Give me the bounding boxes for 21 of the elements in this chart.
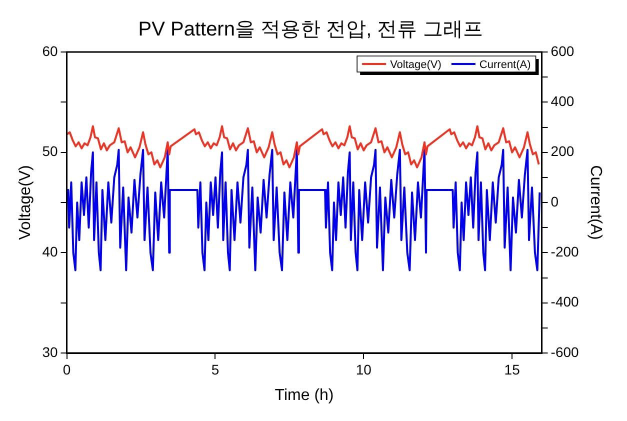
x-tick-label: 10	[356, 361, 372, 378]
legend-label: Current(A)	[479, 59, 531, 72]
y-tick-label: 40	[42, 244, 58, 260]
y2-axis-title: Current(A)	[586, 165, 604, 240]
y2-tick-label: 0	[550, 193, 559, 210]
y2-tick-label: -200	[550, 244, 580, 260]
y-tick-label: 30	[42, 344, 58, 360]
x-axis-title: Time (h)	[274, 386, 334, 404]
y2-tick-label: 200	[550, 143, 574, 160]
y2-tick-label: -600	[550, 344, 580, 360]
x-tick-label: 0	[62, 361, 71, 378]
y-tick-label: 60	[42, 42, 58, 59]
y2-tick-label: 400	[550, 93, 574, 110]
legend-label: Voltage(V)	[390, 59, 442, 72]
y-axis-title: Voltage(V)	[17, 165, 34, 240]
x-tick-label: 5	[211, 361, 220, 378]
chart-title: PV Pattern을 적용한 전압, 전류 그래프	[138, 18, 483, 41]
y2-tick-label: -400	[550, 294, 580, 310]
y2-tick-label: 600	[550, 42, 574, 59]
x-tick-label: 15	[504, 361, 520, 378]
y-tick-label: 50	[42, 143, 58, 160]
